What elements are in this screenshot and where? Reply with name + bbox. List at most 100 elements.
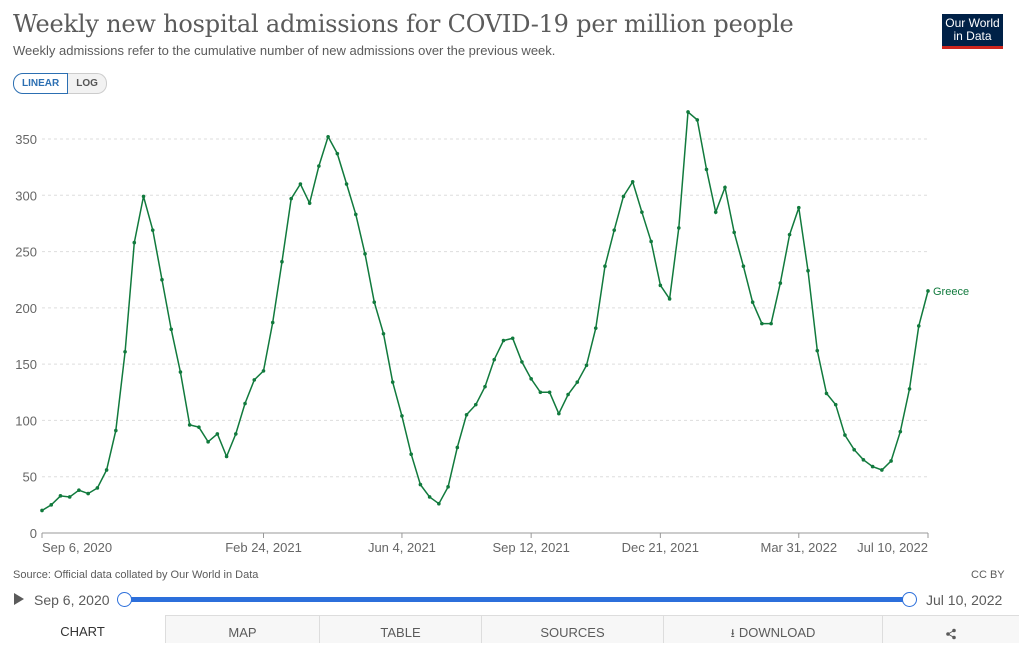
data-point[interactable] xyxy=(95,486,100,490)
data-point[interactable] xyxy=(123,349,127,354)
data-point[interactable] xyxy=(880,468,884,472)
data-point[interactable] xyxy=(750,300,755,305)
data-point[interactable] xyxy=(824,391,829,396)
data-point[interactable] xyxy=(224,454,229,459)
data-point[interactable] xyxy=(409,452,413,457)
data-point[interactable] xyxy=(187,423,192,427)
data-point[interactable] xyxy=(926,289,930,293)
data-point[interactable] xyxy=(833,402,838,407)
data-point[interactable] xyxy=(584,363,589,368)
data-point[interactable] xyxy=(252,378,257,382)
data-point[interactable] xyxy=(695,118,700,122)
timeline-start-handle[interactable] xyxy=(117,592,132,607)
data-point[interactable] xyxy=(870,464,875,469)
linear-scale-button[interactable]: LINEAR xyxy=(13,73,69,94)
data-point[interactable] xyxy=(815,348,820,353)
data-point[interactable] xyxy=(723,185,727,190)
data-point[interactable] xyxy=(335,151,340,156)
data-point[interactable] xyxy=(215,432,220,436)
data-point[interactable] xyxy=(234,432,238,436)
data-point[interactable] xyxy=(427,495,432,499)
data-point[interactable] xyxy=(538,390,543,395)
data-point[interactable] xyxy=(307,201,312,205)
data-point[interactable] xyxy=(280,259,284,264)
data-point[interactable] xyxy=(390,380,395,384)
data-point[interactable] xyxy=(49,503,54,507)
data-point[interactable] xyxy=(529,376,533,381)
data-point[interactable] xyxy=(372,300,377,305)
data-point[interactable] xyxy=(612,228,617,232)
data-point[interactable] xyxy=(353,212,358,217)
data-point[interactable] xyxy=(769,321,773,326)
data-point[interactable] xyxy=(400,414,404,418)
tab-chart[interactable]: CHART xyxy=(0,615,165,643)
data-point[interactable] xyxy=(206,440,210,444)
data-point[interactable] xyxy=(843,433,847,437)
data-point[interactable] xyxy=(197,425,201,429)
tab-map[interactable]: MAP xyxy=(165,615,319,643)
data-point[interactable] xyxy=(898,429,903,434)
tab-download[interactable]: ⭳ DOWNLOAD xyxy=(663,615,882,643)
data-point[interactable] xyxy=(566,392,570,397)
data-point[interactable] xyxy=(704,167,709,172)
data-point[interactable] xyxy=(520,360,524,364)
data-point[interactable] xyxy=(40,508,44,513)
data-point[interactable] xyxy=(575,380,580,384)
timeline-end-handle[interactable] xyxy=(902,592,917,607)
data-point[interactable] xyxy=(169,327,174,332)
data-point[interactable] xyxy=(150,228,155,232)
data-point[interactable] xyxy=(621,194,626,199)
data-point[interactable] xyxy=(160,277,164,282)
log-scale-button[interactable]: LOG xyxy=(68,73,107,94)
license-label[interactable]: CC BY xyxy=(971,569,1005,581)
data-point[interactable] xyxy=(741,264,746,269)
data-point[interactable] xyxy=(141,194,146,199)
data-point[interactable] xyxy=(418,482,423,487)
data-point[interactable] xyxy=(760,321,764,326)
data-point[interactable] xyxy=(437,501,441,506)
data-point[interactable] xyxy=(483,384,487,389)
data-point[interactable] xyxy=(86,491,90,496)
data-point[interactable] xyxy=(778,281,783,285)
data-point[interactable] xyxy=(916,324,921,328)
data-point[interactable] xyxy=(658,283,663,288)
data-point[interactable] xyxy=(806,268,810,273)
data-point[interactable] xyxy=(547,390,552,395)
data-point[interactable] xyxy=(363,252,367,256)
data-point[interactable] xyxy=(492,357,497,362)
data-point[interactable] xyxy=(67,495,72,499)
tab-table[interactable]: TABLE xyxy=(319,615,481,643)
data-point[interactable] xyxy=(114,428,118,433)
data-point[interactable] xyxy=(501,338,506,343)
data-point[interactable] xyxy=(787,232,792,237)
data-point[interactable] xyxy=(649,239,653,244)
data-point[interactable] xyxy=(381,331,386,336)
data-point[interactable] xyxy=(796,205,801,210)
data-point[interactable] xyxy=(261,369,266,373)
data-point[interactable] xyxy=(473,402,478,407)
data-point[interactable] xyxy=(713,210,718,214)
data-point[interactable] xyxy=(289,196,293,201)
data-point[interactable] xyxy=(243,401,247,406)
data-point[interactable] xyxy=(667,297,672,301)
data-point[interactable] xyxy=(603,264,607,269)
data-point[interactable] xyxy=(686,110,690,114)
data-point[interactable] xyxy=(132,240,137,245)
data-point[interactable] xyxy=(889,459,893,463)
data-point[interactable] xyxy=(861,458,866,462)
data-point[interactable] xyxy=(907,387,912,391)
data-point[interactable] xyxy=(677,226,681,230)
data-point[interactable] xyxy=(455,445,460,450)
data-point[interactable] xyxy=(464,413,469,417)
timeline-track[interactable] xyxy=(124,597,909,602)
data-point[interactable] xyxy=(77,488,81,493)
data-point[interactable] xyxy=(510,336,515,341)
data-point[interactable] xyxy=(852,447,856,452)
data-point[interactable] xyxy=(298,182,303,186)
data-point[interactable] xyxy=(344,182,349,186)
data-point[interactable] xyxy=(178,370,183,374)
data-point[interactable] xyxy=(58,494,63,498)
owid-logo[interactable]: Our World in Data xyxy=(942,14,1003,49)
tab-sources[interactable]: SOURCES xyxy=(481,615,663,643)
tab-share[interactable] xyxy=(882,615,1019,643)
